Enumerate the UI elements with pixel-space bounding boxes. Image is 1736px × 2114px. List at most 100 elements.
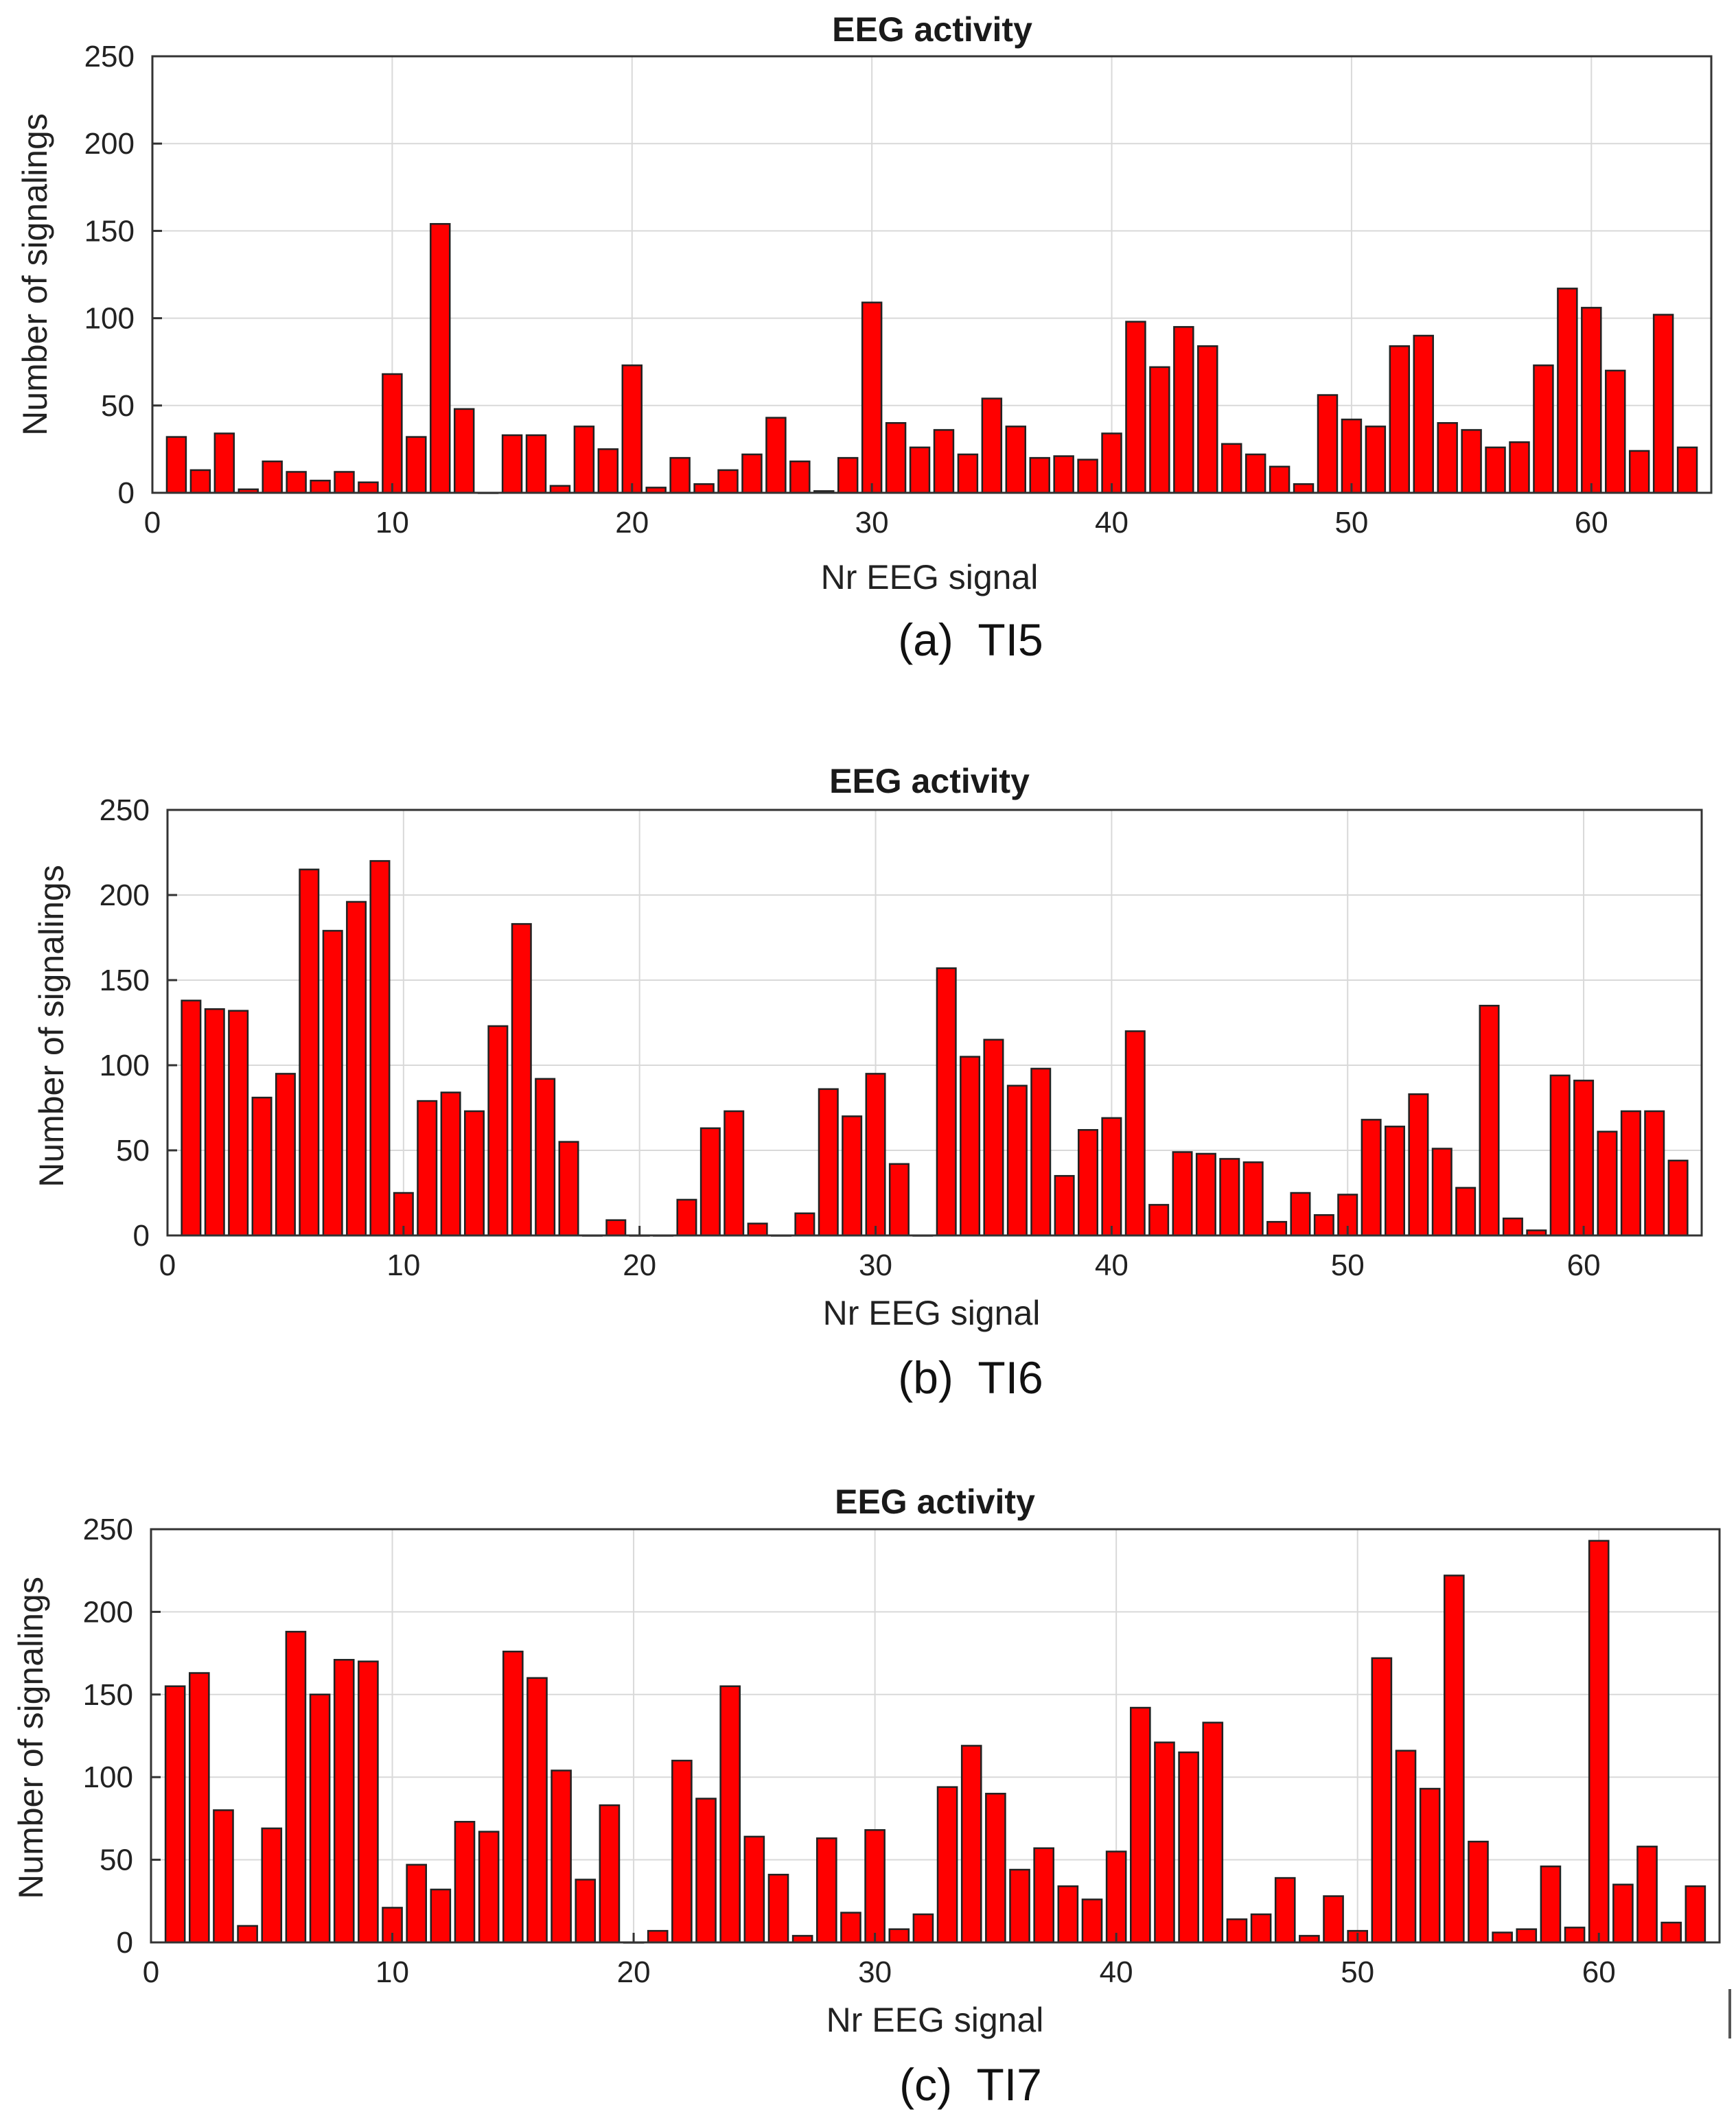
chart-b-bar-41 <box>1124 1030 1146 1237</box>
chart-c-bar-37 <box>1033 1847 1055 1944</box>
chart-b-bar-56 <box>1479 1004 1500 1237</box>
chart-b-bar-19 <box>605 1219 627 1237</box>
chart-b-bar-6 <box>299 868 320 1237</box>
chart-c-xtick-label: 0 <box>143 1955 159 1989</box>
chart-b-bar-61 <box>1597 1130 1618 1237</box>
chart-b-bar-63 <box>1644 1110 1665 1237</box>
chart-b-xtick-label: 10 <box>386 1248 420 1282</box>
chart-c-bar-8 <box>333 1658 355 1944</box>
chart-b-bar-64 <box>1667 1159 1689 1237</box>
chart-b-ticks: 0 10 20 30 40 50 60 0 50 100 150 200 250 <box>100 793 1601 1282</box>
chart-c-xtick-label: 30 <box>858 1955 892 1989</box>
chart-b-bar-60 <box>1573 1080 1595 1237</box>
chart-c-bar-64 <box>1685 1885 1706 1944</box>
chart-b-bar-4 <box>251 1096 273 1237</box>
chart-a-bar-35 <box>981 397 1003 494</box>
chart-a-bar-19 <box>597 448 619 494</box>
chart-b-bar-23 <box>699 1127 721 1237</box>
chart-a-bar-56 <box>1485 446 1506 494</box>
chart-a-bar-44 <box>1197 345 1218 494</box>
chart-a-xlabel: Nr EEG signal <box>821 558 1039 596</box>
chart-c-bar-11 <box>406 1863 428 1944</box>
chart-a-bar-57 <box>1509 441 1530 494</box>
chart-c-bar-59 <box>1564 1927 1586 1944</box>
chart-a-bar-17 <box>549 485 571 494</box>
chart-b-bar-9 <box>369 860 391 1237</box>
chart-c-bar-18 <box>575 1879 597 1944</box>
chart-c-bar-21 <box>647 1929 669 1944</box>
chart-c-bar-2 <box>188 1672 210 1944</box>
chart-c-bars <box>164 1540 1706 1944</box>
chart-c-bar-1 <box>164 1685 186 1944</box>
chart-b-bar-47 <box>1266 1220 1288 1237</box>
chart-b-bar-2 <box>204 1008 225 1237</box>
chart-c-bar-42 <box>1154 1741 1175 1944</box>
chart-a-bar-26 <box>765 417 787 494</box>
chart-b-bar-17 <box>558 1141 579 1237</box>
chart-c-bar-32 <box>912 1913 934 1944</box>
chart-a-bar-25 <box>741 453 763 494</box>
chart-a-bar-8 <box>334 471 355 494</box>
chart-a-bar-15 <box>501 434 523 494</box>
panel-b: EEG activity 0 10 20 30 40 50 60 0 50 100 150 200 25… <box>32 762 1703 1403</box>
chart-a-bar-37 <box>1029 456 1050 494</box>
chart-a-bar-43 <box>1173 326 1194 494</box>
chart-c-bar-24 <box>719 1685 741 1944</box>
chart-b-grid <box>167 809 1702 1235</box>
chart-c-bar-43 <box>1178 1751 1199 1944</box>
chart-a-ytick-label: 0 <box>118 476 135 510</box>
chart-b-xtick-label: 0 <box>159 1248 176 1282</box>
chart-a-xtick-label: 50 <box>1334 506 1368 539</box>
chart-b-bar-5 <box>275 1073 296 1237</box>
panel-a: EEG activity 0 10 20 30 40 50 60 0 50 100 150 200 25… <box>16 10 1713 665</box>
chart-b-bar-57 <box>1502 1217 1523 1237</box>
chart-a-title: EEG activity <box>832 10 1032 49</box>
chart-a-bar-53 <box>1413 334 1434 494</box>
chart-a-bar-36 <box>1005 426 1027 494</box>
chart-a-bar-32 <box>909 446 931 494</box>
chart-a-bar-20 <box>621 364 643 494</box>
chart-b-bar-44 <box>1195 1152 1216 1237</box>
chart-b-xtick-label: 40 <box>1095 1248 1129 1282</box>
chart-c-bar-63 <box>1660 1921 1682 1944</box>
chart-a-xtick-label: 30 <box>855 506 889 539</box>
chart-b-xtick-label: 60 <box>1567 1248 1601 1282</box>
chart-c-ytick-label: 250 <box>83 1513 133 1546</box>
chart-b-bar-12 <box>440 1091 461 1237</box>
chart-a-ytick-label: 250 <box>84 40 135 73</box>
chart-b-bar-46 <box>1242 1161 1264 1237</box>
chart-c-bar-62 <box>1636 1846 1658 1944</box>
chart-b-bar-37 <box>1030 1067 1052 1237</box>
chart-c-bar-12 <box>430 1888 452 1944</box>
chart-a-bar-58 <box>1533 364 1554 494</box>
chart-b-bar-54 <box>1431 1148 1453 1237</box>
chart-b-xlabel: Nr EEG signal <box>823 1294 1041 1332</box>
chart-a-xtick-label: 20 <box>615 506 649 539</box>
chart-b-bar-8 <box>346 901 367 1237</box>
chart-c-bar-3 <box>213 1809 234 1944</box>
chart-a-bar-42 <box>1149 366 1170 494</box>
chart-a-bar-52 <box>1389 345 1411 494</box>
chart-a-bar-61 <box>1605 369 1626 494</box>
chart-a-bar-11 <box>406 436 427 494</box>
chart-b-ylabel: Number of signalings <box>32 865 71 1187</box>
chart-c-bar-28 <box>815 1837 837 1944</box>
chart-c-bar-61 <box>1612 1883 1634 1944</box>
chart-b-ytick-label: 150 <box>100 964 150 997</box>
chart-c-bar-7 <box>309 1693 331 1944</box>
chart-a-bar-63 <box>1652 314 1674 494</box>
chart-a-bar-46 <box>1245 453 1266 494</box>
chart-c-bar-6 <box>285 1631 307 1944</box>
chart-b-bar-38 <box>1054 1174 1075 1237</box>
chart-b-bar-53 <box>1408 1093 1429 1237</box>
chart-a-bar-45 <box>1221 443 1242 494</box>
chart-c-bar-45 <box>1226 1918 1248 1944</box>
chart-a-bar-18 <box>573 426 595 494</box>
chart-b-bar-29 <box>842 1115 863 1237</box>
chart-a-bar-64 <box>1676 446 1698 494</box>
chart-a-bar-5 <box>262 460 283 494</box>
chart-a-bar-47 <box>1269 465 1291 494</box>
chart-a-bar-48 <box>1293 483 1315 494</box>
chart-a-xtick-label: 10 <box>375 506 409 539</box>
chart-a-bar-24 <box>717 469 739 494</box>
